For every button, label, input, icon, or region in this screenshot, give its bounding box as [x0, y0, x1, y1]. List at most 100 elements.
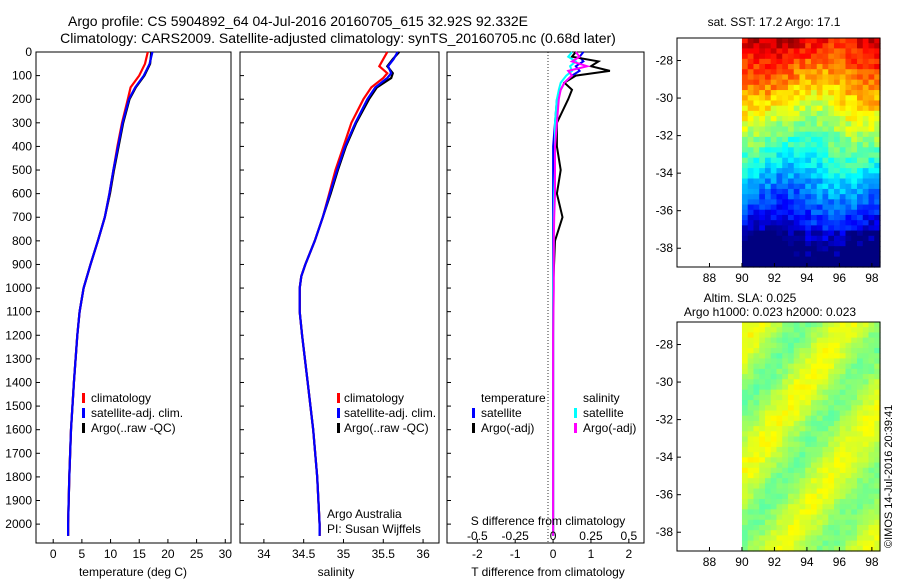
sst-cell	[753, 152, 760, 159]
sst-cell	[759, 69, 766, 76]
sst-cell	[753, 147, 760, 154]
sla-cell	[805, 368, 812, 375]
sst-cell	[868, 95, 875, 102]
sst-cell	[782, 90, 789, 96]
sst-cell	[741, 131, 749, 138]
sst-cell	[776, 178, 783, 185]
sst-cell	[805, 246, 812, 252]
sla-cell	[764, 374, 772, 380]
sst-cell	[764, 105, 772, 112]
sla-cell	[764, 363, 772, 370]
sla-cell	[759, 389, 766, 396]
sla-xtick-label: 90	[735, 555, 749, 569]
sla-cell	[741, 348, 749, 354]
sla-cell	[845, 400, 852, 406]
sst-cell	[810, 58, 818, 65]
sst-cell	[833, 209, 841, 216]
sst-cell	[822, 225, 829, 232]
sst-cell	[799, 152, 806, 159]
sst-cell	[759, 240, 766, 247]
sla-cell	[868, 504, 875, 510]
sla-cell	[747, 389, 755, 396]
sla-cell	[805, 332, 812, 339]
sla-cell	[856, 467, 864, 474]
sla-cell	[747, 431, 755, 438]
sla-cell	[805, 327, 812, 333]
sst-cell	[856, 64, 864, 70]
sst-cell	[862, 74, 870, 81]
sst-cell	[799, 121, 806, 128]
sla-cell	[810, 535, 818, 542]
sst-cell	[810, 126, 818, 133]
sla-cell	[816, 452, 824, 458]
sla-cell	[851, 483, 858, 490]
sst-cell	[782, 79, 789, 86]
sla-cell	[816, 504, 824, 510]
sst-cell	[799, 240, 806, 247]
sst-cell	[868, 178, 875, 185]
sst-cell	[787, 199, 795, 206]
temp-xtick-label: 10	[104, 547, 118, 561]
sst-cell	[862, 69, 870, 76]
sla-cell	[782, 374, 789, 380]
sst-cell	[816, 230, 824, 237]
sla-cell	[874, 472, 881, 479]
sst-cell	[862, 220, 870, 226]
sla-cell	[856, 478, 864, 484]
sst-cell	[822, 230, 829, 237]
sst-cell	[810, 230, 818, 237]
sla-cell	[833, 498, 841, 505]
sst-cell	[862, 58, 870, 65]
sla-cell	[799, 405, 806, 412]
sla-cell	[747, 530, 755, 536]
sst-cell	[810, 64, 818, 70]
sst-cell	[856, 261, 864, 268]
sst-cell	[845, 95, 852, 102]
sla-cell	[776, 467, 783, 474]
sst-cell	[845, 240, 852, 247]
sst-cell	[822, 162, 829, 169]
sla-cell	[862, 431, 870, 438]
sla-cell	[770, 322, 778, 328]
sla-cell	[833, 519, 841, 526]
sla-cell	[747, 337, 755, 344]
sla-cell	[753, 545, 760, 552]
sla-cell	[828, 353, 835, 360]
sla-cell	[753, 457, 760, 464]
sla-cell	[805, 379, 812, 386]
sla-cell	[874, 493, 881, 500]
sla-cell	[793, 457, 801, 464]
sst-cell	[787, 220, 795, 226]
sst-cell	[753, 79, 760, 86]
sla-cell	[851, 457, 858, 464]
legend-swatch-climatology	[82, 393, 85, 403]
sst-cell	[862, 64, 870, 70]
sst-cell	[822, 53, 829, 60]
sla-cell	[805, 493, 812, 500]
sst-cell	[747, 147, 755, 154]
sla-cell	[862, 441, 870, 448]
legend-swatch-argo	[82, 423, 85, 433]
sla-ytick-label: -30	[656, 375, 674, 389]
sla-cell	[776, 509, 783, 516]
sla-cell	[856, 415, 864, 422]
sst-cell	[833, 188, 841, 195]
sla-cell	[776, 483, 783, 490]
sla-cell	[816, 379, 824, 386]
sla-cell	[833, 483, 841, 490]
sla-cell	[874, 322, 881, 328]
sla-cell	[776, 368, 783, 375]
sla-cell	[816, 322, 824, 328]
sla-cell	[782, 545, 789, 552]
sla-cell	[782, 441, 789, 448]
sla-cell	[856, 446, 864, 453]
temp-ytick-label: 1400	[5, 375, 32, 389]
sla-cell	[816, 509, 824, 516]
sla-cell	[782, 353, 789, 360]
sst-cell	[805, 69, 812, 76]
sst-cell	[747, 173, 755, 180]
sst-cell	[810, 240, 818, 247]
sla-cell	[810, 394, 818, 401]
sst-cell	[845, 214, 852, 221]
sla-cell	[787, 472, 795, 479]
